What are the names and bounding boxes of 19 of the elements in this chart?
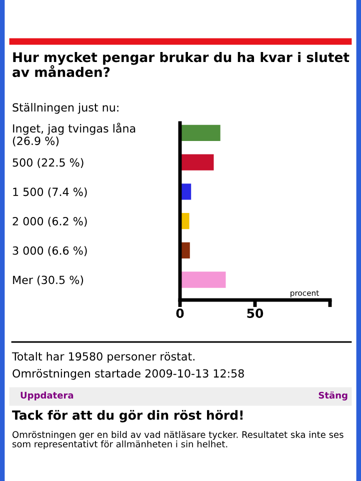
chart-title: Hur mycket pengar brukar du ha kvar i slutet av månaden? <box>12 52 350 78</box>
text: Uppdatera <box>20 392 74 400</box>
bar <box>180 272 226 288</box>
y-tick-label: Inget, jag tvingas låna (26.9 %) <box>12 122 136 146</box>
x-tick-label: 0 <box>176 308 184 318</box>
x-tick-label: 50 <box>247 308 264 318</box>
text: Stäng <box>318 392 348 400</box>
bar <box>180 124 220 142</box>
y-tick-label: Mer (30.5 %) <box>13 276 84 286</box>
y-tick-label: 2 000 (6.2 %) <box>12 216 87 227</box>
y-tick-label: 500 (22.5 %) <box>12 158 84 168</box>
y-tick-label: 1 500 (7.4 %) <box>13 187 87 198</box>
text: Omröstningen ger en bild av vad nätläsare tycker. Resultatet ska inte ses som representativt för allmänheten i sin helhet. <box>12 431 344 450</box>
text: Totalt har 19580 personer röstat. <box>12 352 194 363</box>
bar <box>180 154 214 170</box>
text: Tack för att du gör din röst hörd! <box>12 410 243 422</box>
y-tick-label: 3 000 (6.6 %) <box>12 246 87 256</box>
text: Ställningen just nu: <box>12 103 118 114</box>
text: Omröstningen startade 2009-10-13 12:58 <box>12 369 244 380</box>
